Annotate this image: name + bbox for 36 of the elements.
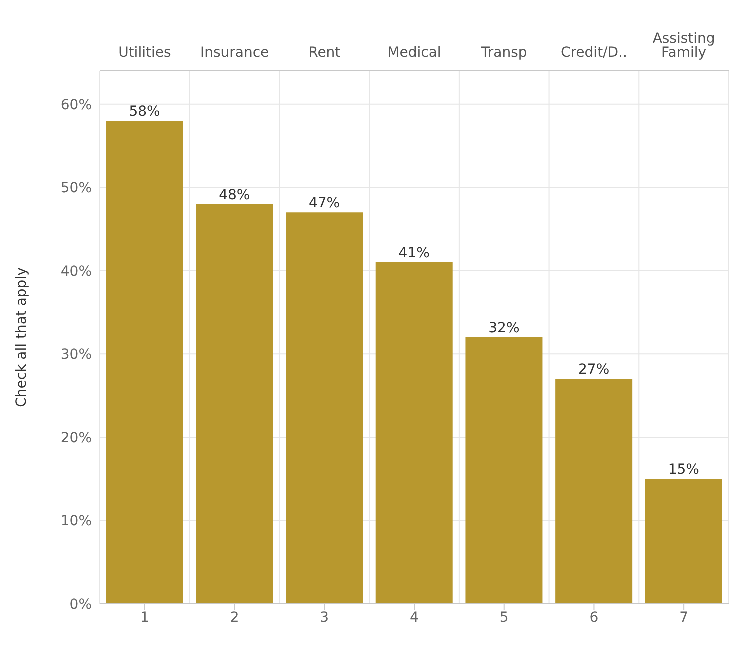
bar [106,120,184,604]
y-tick-label: 0% [70,596,92,613]
x-tick-label: 6 [590,610,599,626]
y-tick-label: 50% [60,180,92,197]
bar [286,212,364,604]
y-axis-title: Check all that apply [14,268,30,408]
text: Insurance [200,45,270,61]
text: Utilities [118,45,172,61]
y-tick-label: 40% [60,264,92,280]
bar [556,379,633,604]
bar [196,204,274,604]
data-label: 48% [219,187,250,204]
y-tick-label: 30% [60,347,92,364]
x-tick-label: 7 [680,610,689,626]
x-tick-label: 1 [140,610,150,626]
y-tick-label: 10% [60,514,92,530]
y-tick-label: 20% [60,430,92,446]
x-tick-label: 3 [320,610,330,626]
data-label: 27% [578,362,610,378]
text: Rent [308,45,342,61]
bar [466,338,543,604]
x-tick-label: 4 [410,610,420,626]
x-tick-label: 2 [230,610,240,626]
text: Credit/D.. [560,45,628,61]
text: Transp [480,45,528,61]
text: Assisting Family [652,31,716,61]
x-tick-label: 5 [500,610,509,626]
text: Medical [388,45,442,61]
data-label: 41% [398,246,430,262]
data-label: 47% [308,196,340,212]
bar [376,262,453,604]
data-label: 58% [129,104,160,120]
bar [645,479,722,604]
data-label: 15% [668,462,700,478]
y-tick-label: 60% [60,97,92,114]
data-label: 32% [488,320,520,336]
